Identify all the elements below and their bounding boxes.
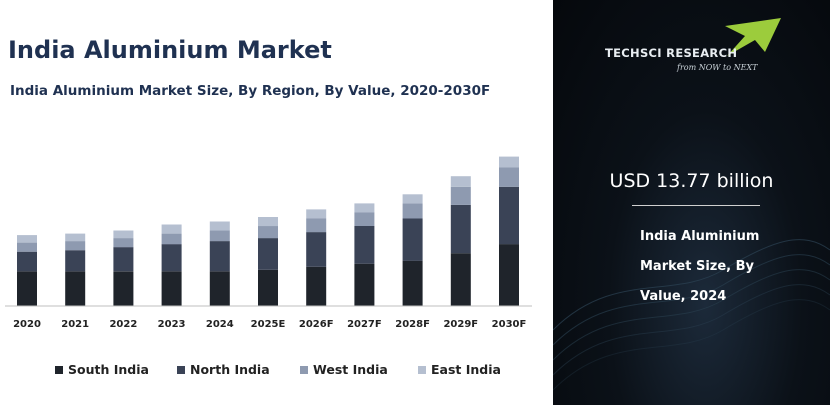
bar-segment-west-india-2027f — [354, 212, 375, 226]
info-panel: TECHSCI RESEARCH from NOW to NEXT USD 13… — [553, 0, 830, 405]
bar-segment-south-india-2023 — [161, 271, 182, 306]
bar-segment-north-india-2020 — [17, 251, 37, 272]
x-tick-label: 2029F — [443, 319, 478, 330]
bar-segment-west-india-2028f — [402, 203, 423, 219]
bar-segment-east-india-2029f — [450, 176, 471, 187]
description-line: Market Size, By — [640, 259, 755, 274]
bar-segment-south-india-2022 — [113, 271, 134, 306]
market-value: USD 13.77 billion — [609, 170, 774, 192]
bar-segment-south-india-2029f — [450, 253, 471, 306]
legend-label: South India — [68, 362, 149, 377]
x-tick-label: 2030F — [492, 319, 527, 330]
legend-swatch — [300, 365, 308, 374]
bar-segment-east-india-2027f — [354, 203, 375, 213]
legend-item-west-india: West India — [300, 362, 388, 377]
x-tick-label: 2026F — [299, 319, 334, 330]
legend-item-south-india: South India — [55, 362, 149, 377]
bar-segment-east-india-2025e — [258, 217, 278, 227]
bar-segment-east-india-2020 — [17, 235, 37, 243]
legend-label: North India — [190, 362, 270, 377]
bar-segment-east-india-2024 — [209, 221, 230, 231]
bar-segment-north-india-2021 — [65, 250, 86, 272]
divider — [632, 205, 760, 206]
bar-segment-east-india-2022 — [113, 230, 134, 238]
stacked-bar-chart: 2020 2021 2022 2023 2024 2025E 2026F 2027F 2028F… — [5, 156, 532, 330]
chart-subtitle: India Aluminium Market Size, By Region, … — [10, 83, 491, 99]
bar-segment-east-india-2030f — [499, 156, 519, 168]
bar-segment-north-india-2030f — [499, 186, 519, 245]
bar-segment-north-india-2026f — [306, 232, 327, 267]
bar-segment-west-india-2025e — [258, 226, 278, 239]
bar-segment-east-india-2021 — [65, 233, 86, 242]
bar-segment-north-india-2027f — [354, 226, 375, 264]
bar-segment-west-india-2024 — [209, 230, 230, 242]
bar-segment-west-india-2023 — [161, 233, 182, 245]
bar-segment-east-india-2028f — [402, 194, 423, 204]
page-title: India Aluminium Market — [8, 36, 332, 64]
bar-segment-south-india-2020 — [17, 271, 37, 306]
description-line: Value, 2024 — [640, 289, 727, 304]
techsci-logo: TECHSCI RESEARCH from NOW to NEXT — [605, 16, 785, 76]
legend-label: West India — [313, 362, 388, 377]
x-tick-label: 2028F — [395, 319, 430, 330]
description-line: India Aluminium — [640, 229, 760, 244]
legend-item-north-india: North India — [177, 362, 270, 377]
bar-segment-south-india-2025e — [258, 269, 278, 306]
logo-tagline: from NOW to NEXT — [677, 63, 758, 72]
legend-label: East India — [431, 362, 501, 377]
bar-segment-south-india-2027f — [354, 263, 375, 306]
x-tick-label: 2024 — [206, 319, 234, 330]
bar-segment-south-india-2030f — [499, 244, 519, 306]
bar-segment-north-india-2029f — [450, 204, 471, 254]
bar-segment-east-india-2023 — [161, 224, 182, 234]
bar-segment-west-india-2020 — [17, 242, 37, 252]
bar-segment-south-india-2026f — [306, 266, 327, 306]
bar-segment-west-india-2022 — [113, 238, 134, 248]
bar-segment-south-india-2024 — [209, 271, 230, 306]
bar-segment-north-india-2028f — [402, 218, 423, 261]
x-tick-label: 2025E — [251, 319, 286, 330]
bar-segment-north-india-2025e — [258, 238, 278, 270]
x-tick-label: 2020 — [13, 319, 41, 330]
bar-segment-west-india-2030f — [499, 167, 519, 187]
bar-segment-south-india-2021 — [65, 271, 86, 306]
legend-swatch — [177, 365, 185, 374]
x-tick-label: 2022 — [109, 319, 137, 330]
bar-segment-west-india-2026f — [306, 218, 327, 233]
legend-item-east-india: East India — [418, 362, 501, 377]
bar-segment-south-india-2028f — [402, 260, 423, 306]
bar-segment-west-india-2029f — [450, 186, 471, 205]
bar-segment-west-india-2021 — [65, 241, 86, 251]
chart-panel: India Aluminium Market India Aluminium M… — [5, 36, 545, 378]
chart-legend: South India North India West India East Ind… — [55, 362, 545, 378]
x-tick-label: 2023 — [158, 319, 186, 330]
bar-segment-east-india-2026f — [306, 209, 327, 219]
logo-arrow-icon — [725, 18, 781, 56]
legend-swatch — [418, 365, 426, 374]
bar-segment-north-india-2022 — [113, 247, 134, 272]
legend-swatch — [55, 365, 63, 374]
logo-text: TECHSCI RESEARCH — [605, 46, 738, 60]
wave-background — [553, 239, 830, 391]
bar-segment-north-india-2023 — [161, 244, 182, 272]
x-tick-label: 2021 — [61, 319, 89, 330]
bar-segment-north-india-2024 — [209, 241, 230, 272]
x-tick-label: 2027F — [347, 319, 382, 330]
value-description: India Aluminium Market Size, By Value, 2… — [640, 222, 790, 312]
